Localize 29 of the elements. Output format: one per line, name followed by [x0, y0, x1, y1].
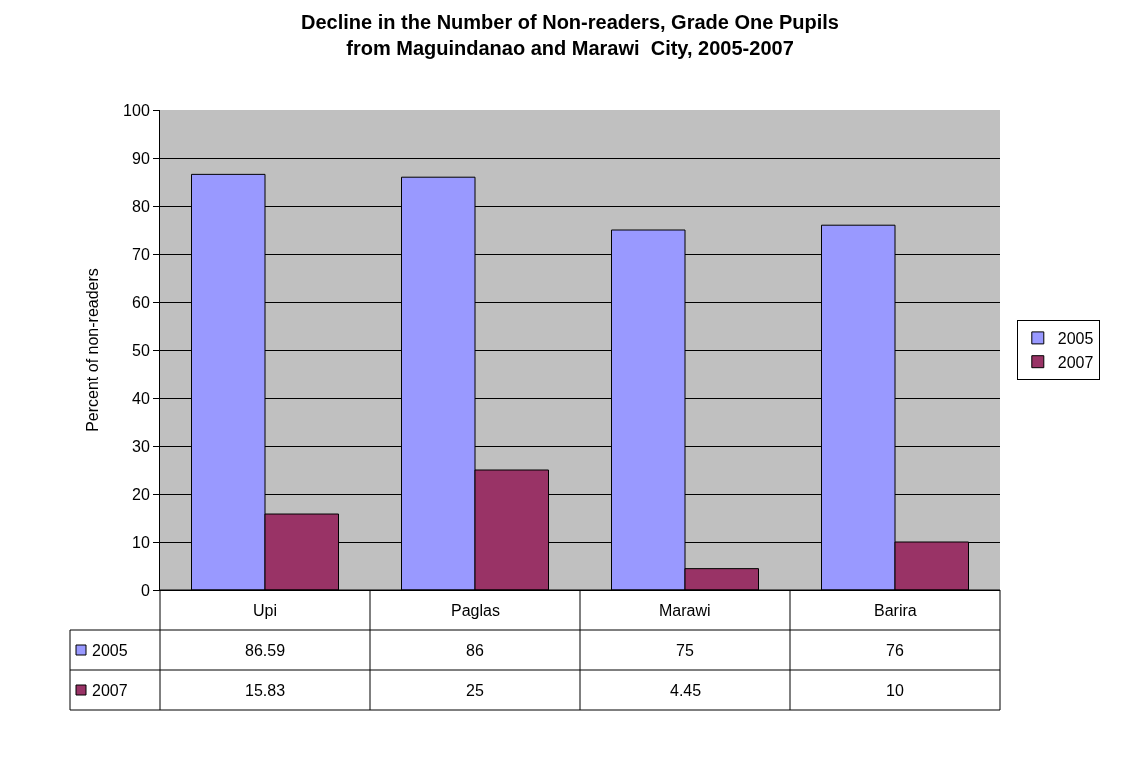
y-tick-label: 30: [132, 437, 150, 455]
chart-title: Decline in the Number of Non-readers, Grade One Pupils from Maguindanao and Marawi City, 2005-2007: [301, 10, 839, 59]
x-tick-label: Paglas: [451, 602, 500, 619]
y-tick-label: 40: [132, 389, 150, 407]
x-tick-label: Marawi: [659, 602, 711, 619]
text: 2005: [1057, 330, 1094, 348]
data-label: 86: [466, 642, 484, 659]
y-axis-title: Percent of non-readers: [84, 268, 101, 432]
y-tick-label: 60: [132, 293, 150, 311]
x-tick-label: Barira: [874, 602, 917, 619]
text: 2007: [92, 682, 128, 699]
y-tick-label: 90: [132, 149, 150, 167]
y-tick-label: 0: [140, 581, 150, 599]
data-label: 86.59: [245, 642, 286, 659]
y-tick-label: 50: [132, 341, 150, 359]
data-label: 15.83: [245, 682, 286, 699]
legend-label: 2005: [92, 642, 128, 659]
data-label: 25: [466, 682, 484, 699]
x-tick-label: Upi: [253, 602, 278, 619]
data-label: 10: [886, 682, 904, 699]
y-tick-label: 100: [123, 101, 150, 119]
y-tick-label: 20: [132, 485, 150, 503]
y-tick-label: 10: [132, 533, 150, 551]
data-label: 75: [676, 642, 694, 659]
legend-label: 2007: [1057, 353, 1094, 371]
data-label: 4.45: [670, 682, 702, 699]
y-tick-label: 80: [132, 197, 150, 215]
y-tick-label: 70: [132, 245, 150, 263]
data-label: 76: [886, 642, 904, 659]
